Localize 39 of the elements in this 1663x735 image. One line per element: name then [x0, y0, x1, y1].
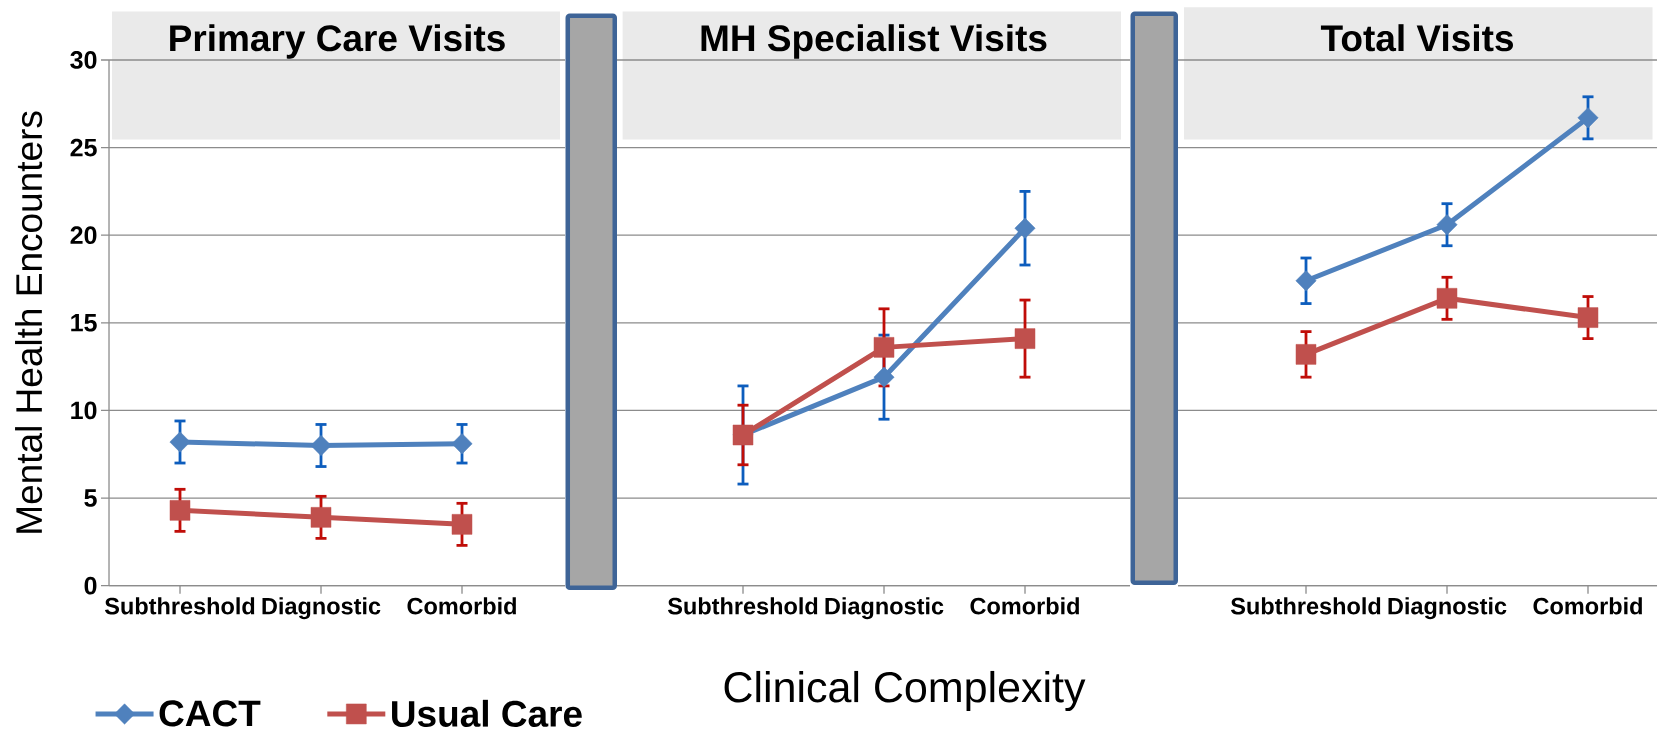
y-tick-label: 25	[70, 138, 97, 157]
legend-label: CACT	[159, 700, 261, 727]
point	[451, 433, 473, 455]
point	[451, 514, 473, 535]
chart-title: Total Visits	[1320, 24, 1513, 52]
point	[310, 435, 332, 456]
y-tick-label: 30	[70, 51, 97, 69]
y-tick-label: 0	[84, 576, 97, 595]
x-tick-label: Comorbid	[970, 597, 1079, 615]
y-tick-label: 10	[71, 401, 97, 420]
x-tick-label: Diagnostic	[825, 597, 944, 620]
y-tick-label: 20	[70, 226, 97, 245]
point	[873, 337, 895, 358]
point	[873, 366, 895, 388]
chart-title: Primary Care Visits	[170, 24, 505, 59]
x-tick-label: Comorbid	[1533, 597, 1642, 615]
x-tick-label: Subthreshold	[104, 597, 255, 615]
x-axis-title: Clinical Complexity	[724, 670, 1086, 712]
point	[169, 500, 191, 521]
y-tick-label: 5	[84, 489, 97, 507]
point	[1295, 270, 1317, 292]
point	[1577, 307, 1599, 328]
point	[1014, 328, 1036, 349]
point	[169, 431, 191, 453]
y-tick-label: 15	[71, 314, 97, 332]
point	[1014, 217, 1036, 239]
point	[1436, 288, 1458, 309]
point	[1436, 214, 1458, 236]
chart-title: MH Specialist Visits	[701, 24, 1047, 59]
x-tick-label: Subthreshold	[667, 597, 818, 615]
point	[310, 507, 332, 528]
point	[1295, 344, 1317, 365]
legend-label: Usual Care	[392, 699, 582, 727]
point	[1577, 107, 1599, 129]
x-tick-label: Diagnostic	[1388, 597, 1507, 620]
x-tick-label: Subthreshold	[1230, 597, 1381, 615]
x-tick-label: Comorbid	[407, 597, 516, 615]
x-tick-label: Diagnostic	[262, 597, 381, 620]
y-axis-title: Mental Health Encounters	[15, 111, 43, 533]
